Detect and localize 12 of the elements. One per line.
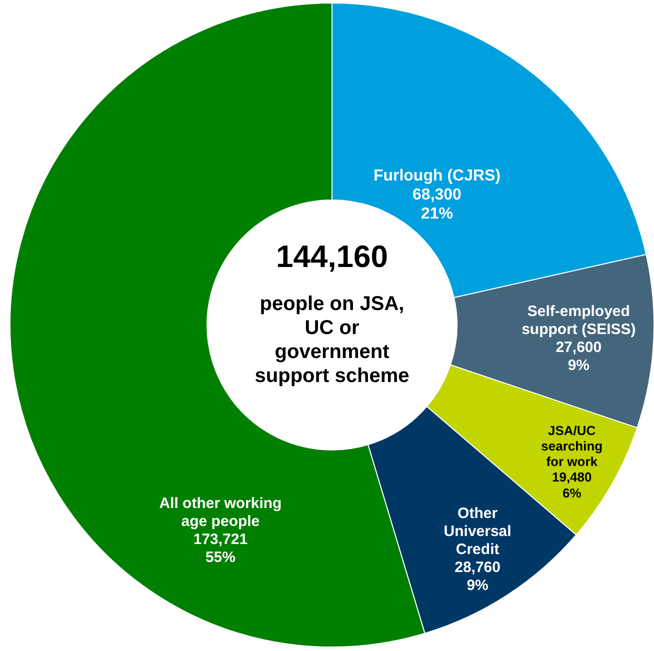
slice-label: Self-employed support (SEISS) <box>522 303 636 338</box>
text: people on JSA, UC or government support scheme <box>254 293 410 387</box>
slice-label: Furlough (CJRS) <box>373 167 501 184</box>
text: 144,160 <box>276 239 388 274</box>
data-label: 173,721 55% <box>193 530 248 566</box>
slice-label: Other Universal Credit <box>444 505 512 558</box>
data-label: 28,760 9% <box>454 559 501 594</box>
slice-label: All other working age people <box>159 494 282 530</box>
slice-label: JSA/UC searching for work <box>541 422 603 470</box>
data-label: 27,600 9% <box>556 339 602 374</box>
data-label: 68,300 21% <box>412 186 462 223</box>
data-label: 19,480 6% <box>552 470 592 500</box>
